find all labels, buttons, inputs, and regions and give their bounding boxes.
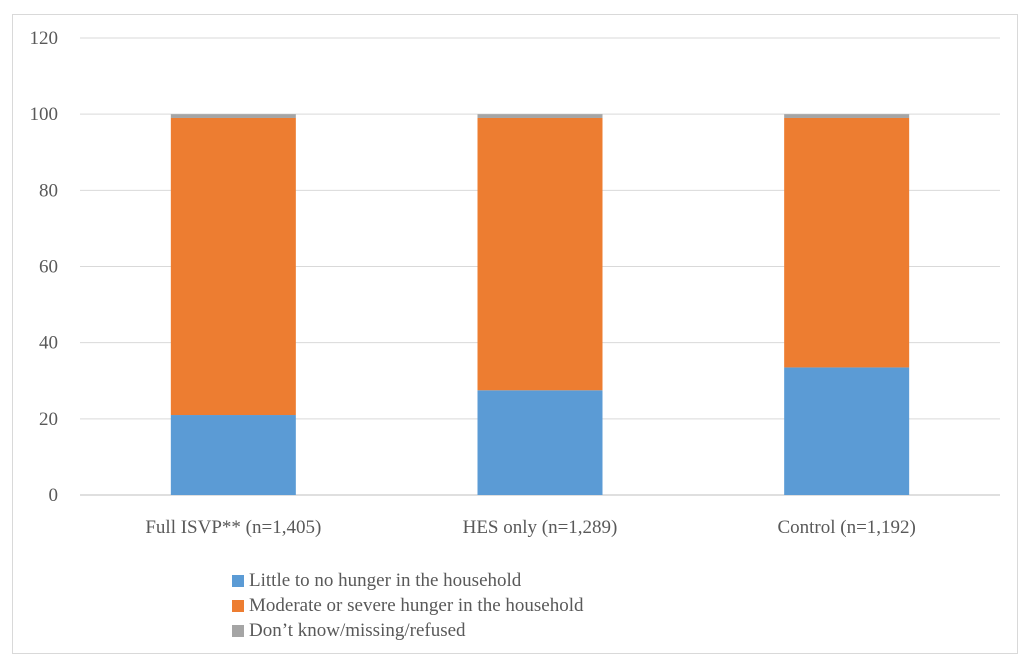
legend-swatch — [232, 599, 244, 612]
bar-segment — [477, 114, 603, 118]
y-tick-label: 120 — [30, 28, 59, 49]
y-tick-label: 60 — [39, 257, 58, 278]
bar-segment — [477, 390, 603, 495]
x-tick-label: Full ISVP** (n=1,405) — [145, 517, 321, 538]
legend-label: Little to no hunger in the household — [249, 569, 522, 591]
bar-segment — [784, 114, 910, 118]
y-tick-label: 40 — [39, 333, 58, 354]
x-axis-ticks: Full ISVP** (n=1,405) HES only (n=1,289) C… — [145, 517, 916, 538]
legend-item-little-hunger: Little to no hunger in the household — [232, 568, 584, 593]
bars — [170, 114, 910, 495]
bar-segment — [477, 117, 603, 391]
legend-item-dont-know: Don’t know/missing/refused — [232, 618, 584, 643]
x-tick-label: HES only (n=1,289) — [463, 517, 618, 538]
legend-label: Don’t know/missing/refused — [249, 619, 466, 641]
bar-segment — [170, 114, 296, 118]
legend-item-moderate-severe-hunger: Moderate or severe hunger in the househo… — [232, 593, 584, 618]
legend: Little to no hunger in the household Mod… — [232, 568, 584, 643]
legend-swatch — [232, 624, 244, 637]
y-tick-label: 20 — [39, 409, 58, 430]
bar-segment — [784, 117, 910, 368]
legend-swatch — [232, 574, 244, 587]
legend-label: Moderate or severe hunger in the househo… — [249, 594, 584, 616]
bar-segment — [784, 367, 910, 495]
y-tick-label: 0 — [49, 485, 59, 506]
y-tick-label: 100 — [30, 104, 59, 125]
x-tick-label: Control (n=1,192) — [777, 517, 915, 538]
y-tick-label: 80 — [39, 180, 58, 201]
y-axis-ticks: 0 20 40 60 80 100 120 — [30, 28, 59, 506]
bar-segment — [170, 415, 296, 495]
bar-segment — [170, 117, 296, 416]
